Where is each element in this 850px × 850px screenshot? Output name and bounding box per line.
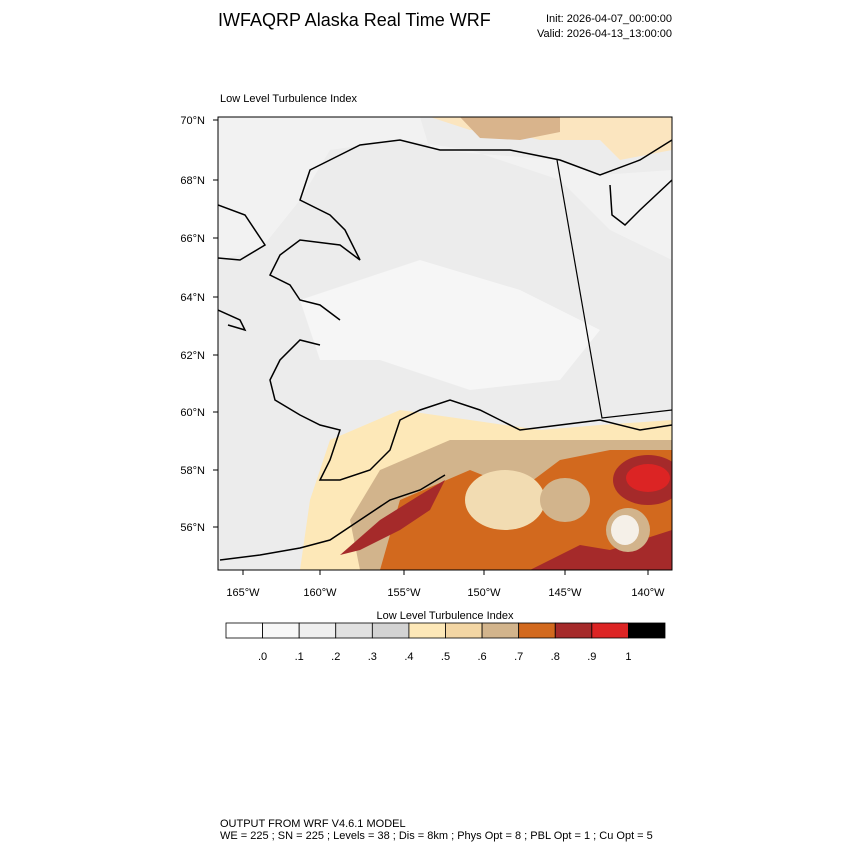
colorbar-label: .5 [441, 651, 450, 663]
footer-line: OUTPUT FROM WRF V4.6.1 MODEL [220, 818, 406, 830]
colorbar-box [335, 622, 373, 639]
colorbar-box [298, 622, 337, 639]
map-title: Low Level Turbulence Index [220, 93, 357, 105]
lat-label: 58°N [180, 465, 205, 477]
colorbar-label: .7 [514, 651, 523, 663]
lat-label: 70°N [180, 115, 205, 127]
field-tan [540, 478, 590, 522]
colorbar-label: .0 [258, 651, 267, 663]
colorbar-box [371, 622, 410, 639]
field-orange-light [465, 470, 545, 530]
map [218, 117, 672, 570]
colorbar-title: Low Level Turbulence Index [377, 610, 514, 622]
colorbar: .0 .1 .2 .3 .4 .5 .6 .7 .8 .9 1 [225, 622, 666, 663]
colorbar-box [408, 622, 446, 639]
colorbar-box [591, 622, 629, 639]
lat-label: 64°N [180, 292, 205, 304]
field-white [611, 515, 639, 545]
lon-label: 140°W [631, 587, 665, 599]
map-frame [217, 116, 673, 571]
border [556, 159, 672, 419]
colorbar-label: .8 [551, 651, 560, 663]
init-time: Init: 2026-04-07_00:00:00 [546, 13, 672, 25]
title: IWFAQRP Alaska Real Time WRF [218, 10, 491, 30]
colorbar-box [628, 622, 666, 639]
lon-label: 160°W [303, 587, 337, 599]
lat-label: 56°N [180, 522, 205, 534]
field-brown [530, 530, 672, 570]
colorbar-box [445, 622, 483, 639]
footer-line: WE = 225 ; SN = 225 ; Levels = 38 ; Dis … [220, 830, 653, 842]
colorbar-box [262, 622, 300, 639]
field-brown [340, 480, 445, 555]
lon-label: 155°W [387, 587, 421, 599]
lat-label: 62°N [180, 350, 205, 362]
axes: 70°N 68°N 66°N 64°N 62°N 60°N 58°N 56°N 165°W 160… [180, 115, 665, 599]
colorbar-label: .6 [477, 651, 486, 663]
lat-label: 66°N [180, 233, 205, 245]
coastline [218, 139, 672, 561]
valid-time: Valid: 2026-04-13_13:00:00 [537, 28, 672, 40]
colorbar-label: .1 [295, 651, 304, 663]
colorbar-box [225, 622, 263, 639]
colorbar-label: .2 [331, 651, 340, 663]
lon-label: 145°W [548, 587, 582, 599]
colorbar-box [518, 622, 556, 639]
lon-label: 165°W [226, 587, 260, 599]
colorbar-label: 1 [625, 651, 631, 663]
colorbar-label: .4 [404, 651, 413, 663]
colorbar-box [481, 622, 520, 639]
lat-label: 68°N [180, 175, 205, 187]
lon-label: 150°W [467, 587, 501, 599]
field-red [626, 464, 670, 492]
colorbar-box [554, 622, 593, 639]
field-light [300, 260, 600, 390]
colorbar-label: .3 [368, 651, 377, 663]
field-tan [460, 117, 560, 140]
lat-label: 60°N [180, 407, 205, 419]
colorbar-label: .9 [587, 651, 596, 663]
